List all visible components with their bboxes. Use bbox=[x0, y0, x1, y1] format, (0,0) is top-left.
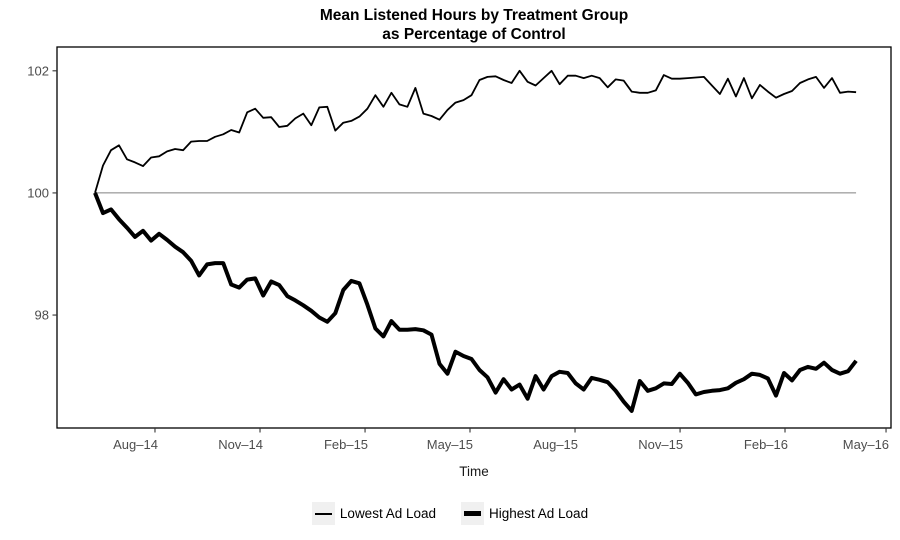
series-line-highest-ad-load bbox=[93, 192, 858, 413]
legend-key-lowest bbox=[311, 502, 335, 525]
x-tick-label: Feb–16 bbox=[744, 437, 788, 452]
legend: Lowest Ad Load Highest Ad Load bbox=[0, 502, 900, 525]
chart-title-line2: as Percentage of Control bbox=[382, 26, 566, 43]
x-tick-label: May–16 bbox=[843, 437, 889, 452]
thin-line-swatch-icon bbox=[314, 512, 332, 515]
x-tick-label: Aug–15 bbox=[533, 437, 578, 452]
plot-area: 98 100 102 Aug–14 Nov–14 Feb–15 May–15 Aug–15 No… bbox=[27, 46, 892, 452]
chart-title: Mean Listened Hours by Treatment Group a… bbox=[57, 6, 891, 44]
legend-label-lowest: Lowest Ad Load bbox=[339, 506, 436, 521]
y-tick-label: 100 bbox=[27, 185, 49, 200]
thick-line-swatch-icon bbox=[464, 511, 481, 516]
x-tick-label: May–15 bbox=[427, 437, 473, 452]
chart-title-line1: Mean Listened Hours by Treatment Group bbox=[319, 7, 629, 24]
panel-border bbox=[56, 46, 892, 429]
x-tick-label: Aug–14 bbox=[113, 437, 158, 452]
series-line-lowest-ad-load bbox=[94, 69, 857, 194]
x-tick-label: Nov–15 bbox=[638, 437, 683, 452]
legend-key-highest bbox=[461, 502, 484, 525]
y-tick-label: 98 bbox=[35, 308, 49, 323]
legend-label-highest: Highest Ad Load bbox=[489, 506, 589, 521]
x-tick-label: Feb–15 bbox=[324, 437, 368, 452]
x-tick-label: Nov–14 bbox=[218, 437, 263, 452]
y-tick-label: 102 bbox=[27, 63, 49, 78]
legend-item-highest-ad-load: Highest Ad Load bbox=[461, 502, 588, 525]
x-axis-title: Time bbox=[459, 464, 489, 479]
legend-item-lowest-ad-load: Lowest Ad Load bbox=[311, 502, 436, 525]
